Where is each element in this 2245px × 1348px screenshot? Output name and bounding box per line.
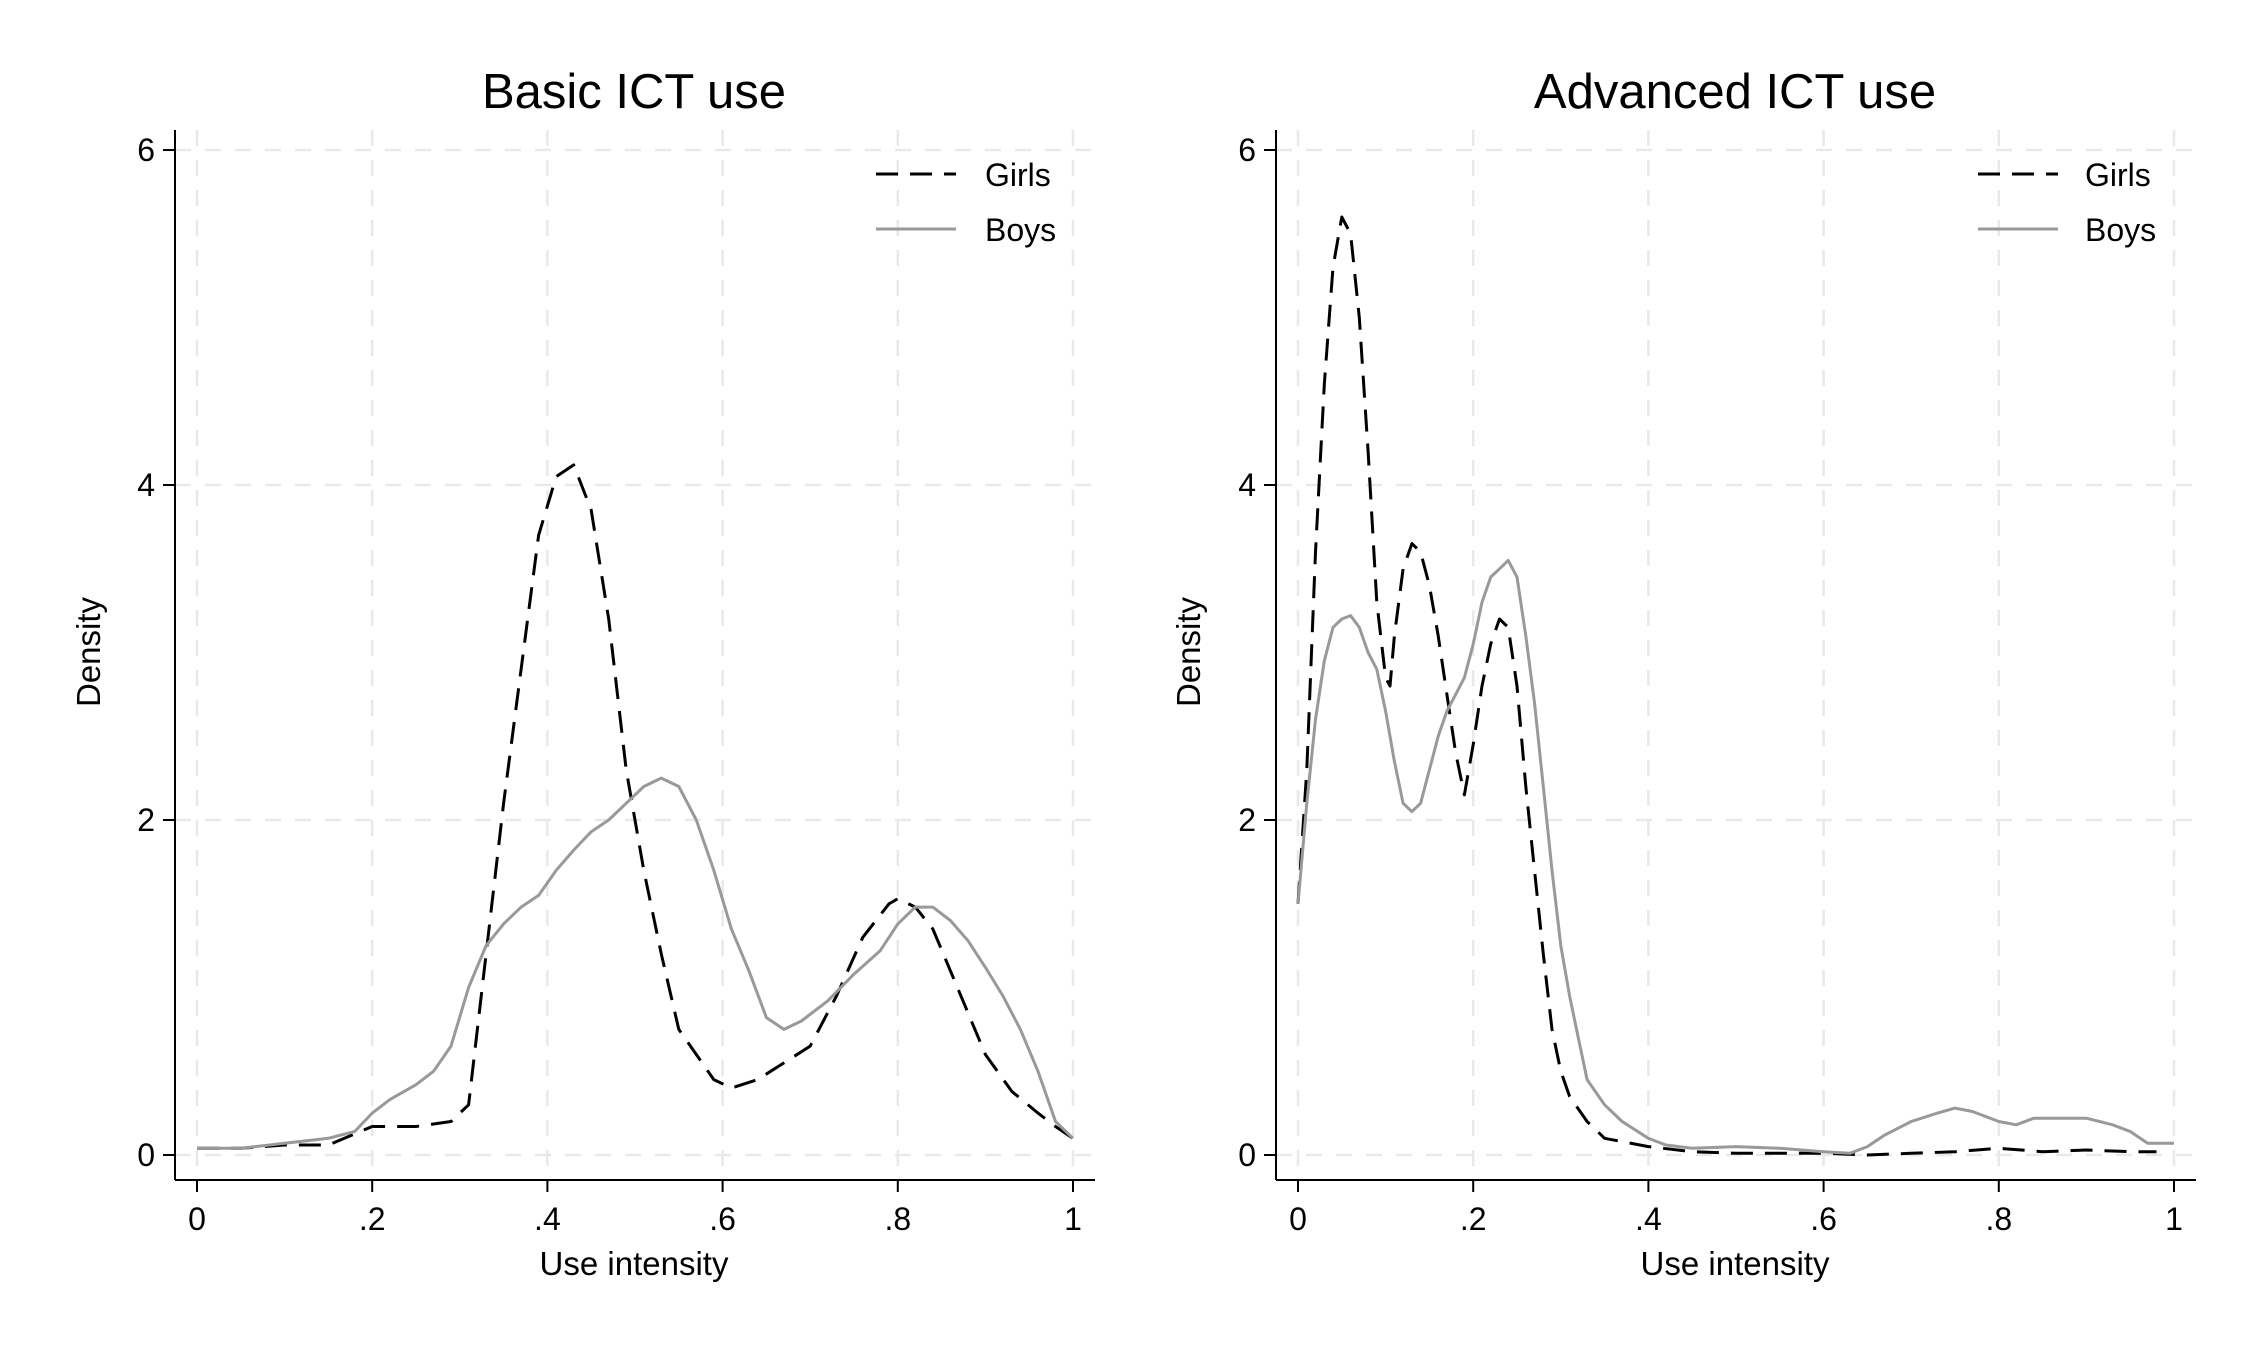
y-tick-label: 4 — [137, 467, 155, 503]
x-axis-ticks: 0 .2 .4 .6 .8 1 — [1289, 1180, 2183, 1237]
y-tick-label: 0 — [1238, 1137, 1256, 1173]
legend-label-girls: Girls — [2085, 157, 2151, 193]
series-line-boys — [197, 776, 1075, 1150]
y-tick-label: 6 — [137, 132, 155, 168]
x-tick-label: .8 — [884, 1201, 911, 1237]
y-tick-label: 4 — [1238, 467, 1256, 503]
series-lines — [1296, 215, 2174, 1157]
x-tick-label: 1 — [1064, 1201, 1082, 1237]
panel-basic-ict-use: Basic ICT use 0 .2 .4 .6 .8 1 0 2 4 6 Use intens… — [70, 65, 1095, 1282]
y-axis-ticks: 0 2 4 6 — [137, 132, 175, 1173]
gridlines — [175, 130, 1095, 1180]
legend-label-girls: Girls — [985, 157, 1051, 193]
x-tick-label: 0 — [1289, 1201, 1307, 1237]
y-tick-label: 2 — [137, 802, 155, 838]
chart-title: Advanced ICT use — [1534, 65, 1936, 119]
gridlines — [1276, 130, 2196, 1180]
legend: Girls Boys — [876, 157, 1056, 248]
x-tick-label: .6 — [709, 1201, 736, 1237]
x-tick-label: 1 — [2165, 1201, 2183, 1237]
y-tick-label: 0 — [137, 1137, 155, 1173]
x-tick-label: .8 — [1985, 1201, 2012, 1237]
axes — [1275, 130, 2196, 1181]
y-axis-label: Density — [1170, 596, 1207, 707]
y-axis-label: Density — [70, 596, 107, 707]
x-axis-label: Use intensity — [540, 1245, 729, 1282]
series-line-boys — [1296, 558, 2174, 1155]
x-tick-label: .6 — [1810, 1201, 1837, 1237]
x-tick-label: .2 — [1460, 1201, 1487, 1237]
series-line-girls — [197, 463, 1074, 1150]
x-tick-label: .4 — [534, 1201, 561, 1237]
x-tick-label: 0 — [188, 1201, 206, 1237]
legend-label-boys: Boys — [2085, 212, 2156, 248]
legend-label-boys: Boys — [985, 212, 1056, 248]
x-axis-ticks: 0 .2 .4 .6 .8 1 — [188, 1180, 1082, 1237]
legend: Girls Boys — [1978, 157, 2156, 248]
chart-title: Basic ICT use — [482, 65, 786, 119]
x-tick-label: .2 — [359, 1201, 386, 1237]
x-axis-label: Use intensity — [1641, 1245, 1830, 1282]
y-tick-label: 2 — [1238, 802, 1256, 838]
y-tick-label: 6 — [1238, 132, 1256, 168]
x-tick-label: .4 — [1635, 1201, 1662, 1237]
series-lines — [197, 463, 1075, 1150]
y-axis-ticks: 0 2 4 6 — [1238, 132, 1276, 1173]
axes — [174, 130, 1095, 1181]
panel-advanced-ict-use: Advanced ICT use 0 .2 .4 .6 .8 1 0 2 4 6 Use int… — [1170, 65, 2196, 1282]
